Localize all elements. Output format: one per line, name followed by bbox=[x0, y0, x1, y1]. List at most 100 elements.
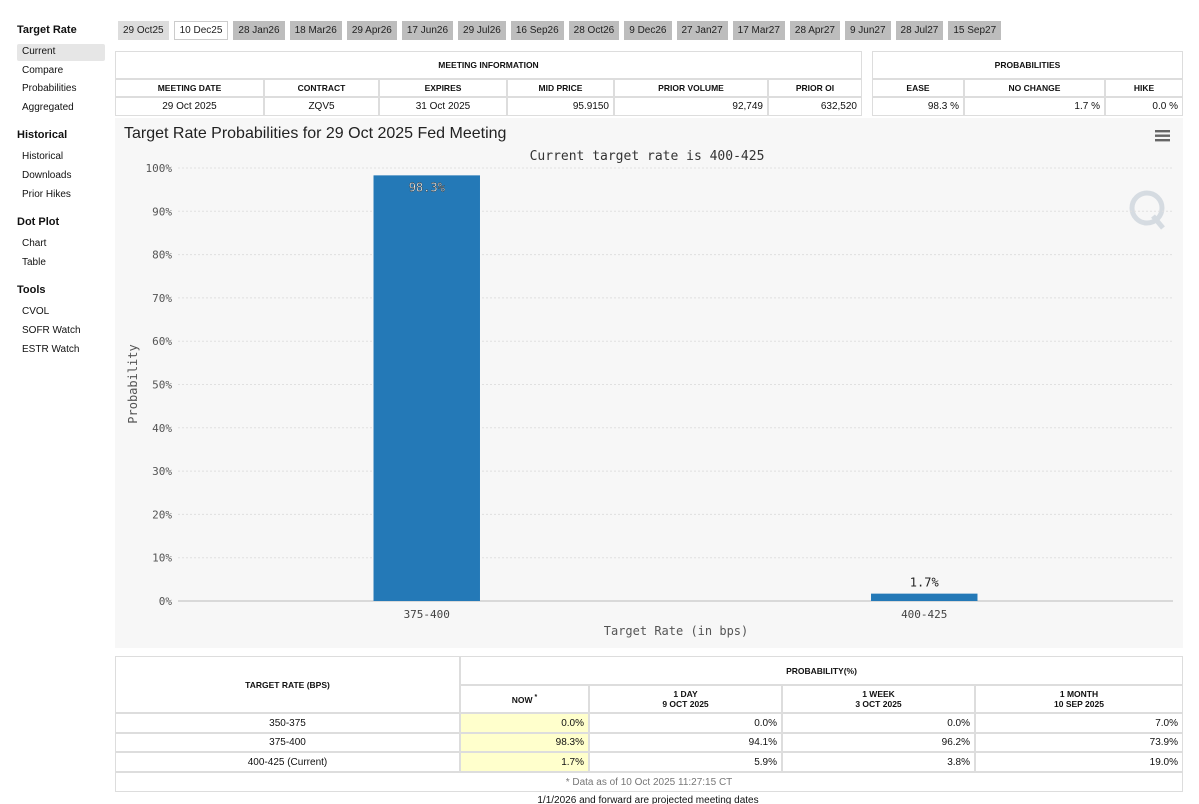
y-tick-label: 0% bbox=[159, 595, 173, 608]
column-header: 1 MONTH 10 SEP 2025 bbox=[975, 685, 1183, 713]
y-axis-label: Probability bbox=[126, 344, 140, 423]
column-header: PRIOR OI bbox=[768, 79, 862, 97]
x-axis-label: Target Rate (in bps) bbox=[604, 624, 749, 638]
sidebar-link[interactable]: SOFR Watch bbox=[22, 325, 81, 336]
header-line: 1 MONTH bbox=[1060, 689, 1098, 699]
table-cell: 400-425 (Current) bbox=[115, 752, 460, 772]
table-cell: 29 Oct 2025 bbox=[115, 97, 264, 116]
meeting-tab[interactable]: 28 Apr27 bbox=[789, 21, 840, 40]
meeting-tab[interactable]: 28 Oct26 bbox=[568, 21, 620, 40]
meeting-tab[interactable]: 17 Mar27 bbox=[732, 21, 785, 40]
table-cell: 96.2% bbox=[782, 733, 975, 752]
y-tick-label: 30% bbox=[152, 465, 172, 478]
table-title: MEETING INFORMATION bbox=[115, 51, 862, 79]
table-cell: 94.1% bbox=[589, 733, 782, 752]
sidebar-link[interactable]: Historical bbox=[22, 151, 64, 162]
sidebar-link[interactable]: Aggregated bbox=[22, 102, 74, 113]
x-tick-label: 375-400 bbox=[404, 608, 450, 621]
column-header: 1 DAY 9 OCT 2025 bbox=[589, 685, 782, 713]
meeting-tab[interactable]: 9 Jun27 bbox=[844, 21, 891, 40]
sidebar-link[interactable]: Table bbox=[22, 257, 46, 268]
menu-button[interactable] bbox=[1155, 130, 1170, 142]
sidebar-link[interactable]: Chart bbox=[22, 238, 47, 249]
y-tick-label: 80% bbox=[152, 249, 172, 262]
table-cell: 7.0% bbox=[975, 713, 1183, 733]
table-cell: 19.0% bbox=[975, 752, 1183, 772]
sidebar-heading: Target Rate bbox=[17, 24, 77, 36]
sidebar-link[interactable]: Downloads bbox=[22, 170, 72, 181]
watermark-tail bbox=[1151, 214, 1165, 230]
meeting-tab[interactable]: 9 Dec26 bbox=[624, 21, 672, 40]
meeting-tab[interactable]: 17 Jun26 bbox=[401, 21, 454, 40]
sidebar-heading: Dot Plot bbox=[17, 216, 60, 228]
table-cell: 98.3 % bbox=[872, 97, 964, 116]
table-cell: 31 Oct 2025 bbox=[379, 97, 507, 116]
watermark bbox=[1129, 190, 1165, 230]
bar bbox=[871, 593, 978, 601]
sidebar-link[interactable]: CVOL bbox=[22, 306, 50, 317]
selected-highlight bbox=[17, 44, 105, 61]
table-cell: 1.7% bbox=[460, 752, 589, 772]
meeting-tab[interactable]: 29 Jul26 bbox=[458, 21, 506, 40]
header-line: 1 DAY bbox=[673, 689, 697, 699]
menu-bar bbox=[1155, 130, 1170, 133]
y-tick-label: 50% bbox=[152, 379, 172, 392]
meeting-tab[interactable]: 27 Jan27 bbox=[676, 21, 728, 40]
table-cell: 95.9150 bbox=[507, 97, 614, 116]
y-tick-label: 70% bbox=[152, 292, 172, 305]
meeting-tab[interactable]: 18 Mar26 bbox=[289, 21, 342, 40]
table-cell: 1.7 % bbox=[964, 97, 1105, 116]
chart: Target Rate Probabilities for 29 Oct 202… bbox=[115, 118, 1183, 648]
table-cell: 3.8% bbox=[782, 752, 975, 772]
meeting-tab[interactable]: 29 Apr26 bbox=[346, 21, 397, 40]
sidebar-link[interactable]: Prior Hikes bbox=[22, 189, 71, 200]
table-cell: ZQV5 bbox=[264, 97, 379, 116]
column-header: NO CHANGE bbox=[964, 79, 1105, 97]
table-cell: 98.3% bbox=[460, 733, 589, 752]
header-date-text: 9 OCT 2025 bbox=[662, 699, 709, 709]
column-header: PRIOR VOLUME bbox=[614, 79, 768, 97]
header-label: 1 WEEK bbox=[862, 689, 895, 699]
table-cell: 0.0% bbox=[782, 713, 975, 733]
column-header: EXPIRES bbox=[379, 79, 507, 97]
y-tick-label: 10% bbox=[152, 552, 172, 565]
header-line: 1 WEEK bbox=[862, 689, 895, 699]
sidebar-link[interactable]: Current bbox=[22, 46, 56, 57]
sidebar-link[interactable]: Probabilities bbox=[22, 83, 77, 94]
column-header: NOW * bbox=[460, 685, 589, 713]
y-tick-label: 100% bbox=[146, 162, 173, 175]
data-label: 98.3% bbox=[409, 180, 446, 194]
sidebar-link[interactable]: ESTR Watch bbox=[22, 344, 80, 355]
meeting-tab[interactable]: 28 Jul27 bbox=[895, 21, 944, 40]
column-header: MEETING DATE bbox=[115, 79, 264, 97]
column-header: TARGET RATE (BPS) bbox=[115, 656, 460, 713]
header-date: 3 OCT 2025 bbox=[855, 699, 901, 709]
column-header: CONTRACT bbox=[264, 79, 379, 97]
x-tick-label: 400-425 bbox=[901, 608, 947, 621]
meeting-tab[interactable]: 10 Dec25 bbox=[173, 21, 229, 40]
meeting-tab[interactable]: 16 Sep26 bbox=[510, 21, 564, 40]
column-header: PROBABILITY(%) bbox=[460, 656, 1183, 685]
sidebar-link[interactable]: Compare bbox=[22, 65, 64, 76]
meeting-tab[interactable]: 15 Sep27 bbox=[948, 21, 1002, 40]
watermark-ring bbox=[1129, 190, 1165, 226]
meeting-tab[interactable]: 29 Oct25 bbox=[118, 21, 169, 40]
meeting-tab[interactable]: 28 Jan26 bbox=[233, 21, 285, 40]
header-label: 1 DAY bbox=[673, 689, 698, 699]
header-date: 10 SEP 2025 bbox=[1054, 699, 1104, 709]
column-header: HIKE bbox=[1105, 79, 1183, 97]
table-cell: 375-400 bbox=[115, 733, 460, 752]
table-cell: 73.9% bbox=[975, 733, 1183, 752]
bottom-note: 1/1/2026 and forward are projected meeti… bbox=[537, 795, 759, 804]
header-date-text: 10 SEP 2025 bbox=[1054, 699, 1104, 709]
column-header: 1 WEEK 3 OCT 2025 bbox=[782, 685, 975, 713]
column-header: MID PRICE bbox=[507, 79, 614, 97]
column-header: EASE bbox=[872, 79, 964, 97]
header-note: * bbox=[534, 693, 538, 701]
chart-title: Target Rate Probabilities for 29 Oct 202… bbox=[124, 125, 506, 142]
table-cell: 0.0% bbox=[460, 713, 589, 733]
y-tick-label: 60% bbox=[152, 335, 172, 348]
sidebar-heading: Historical bbox=[17, 129, 68, 141]
table-cell: 632,520 bbox=[768, 97, 862, 116]
